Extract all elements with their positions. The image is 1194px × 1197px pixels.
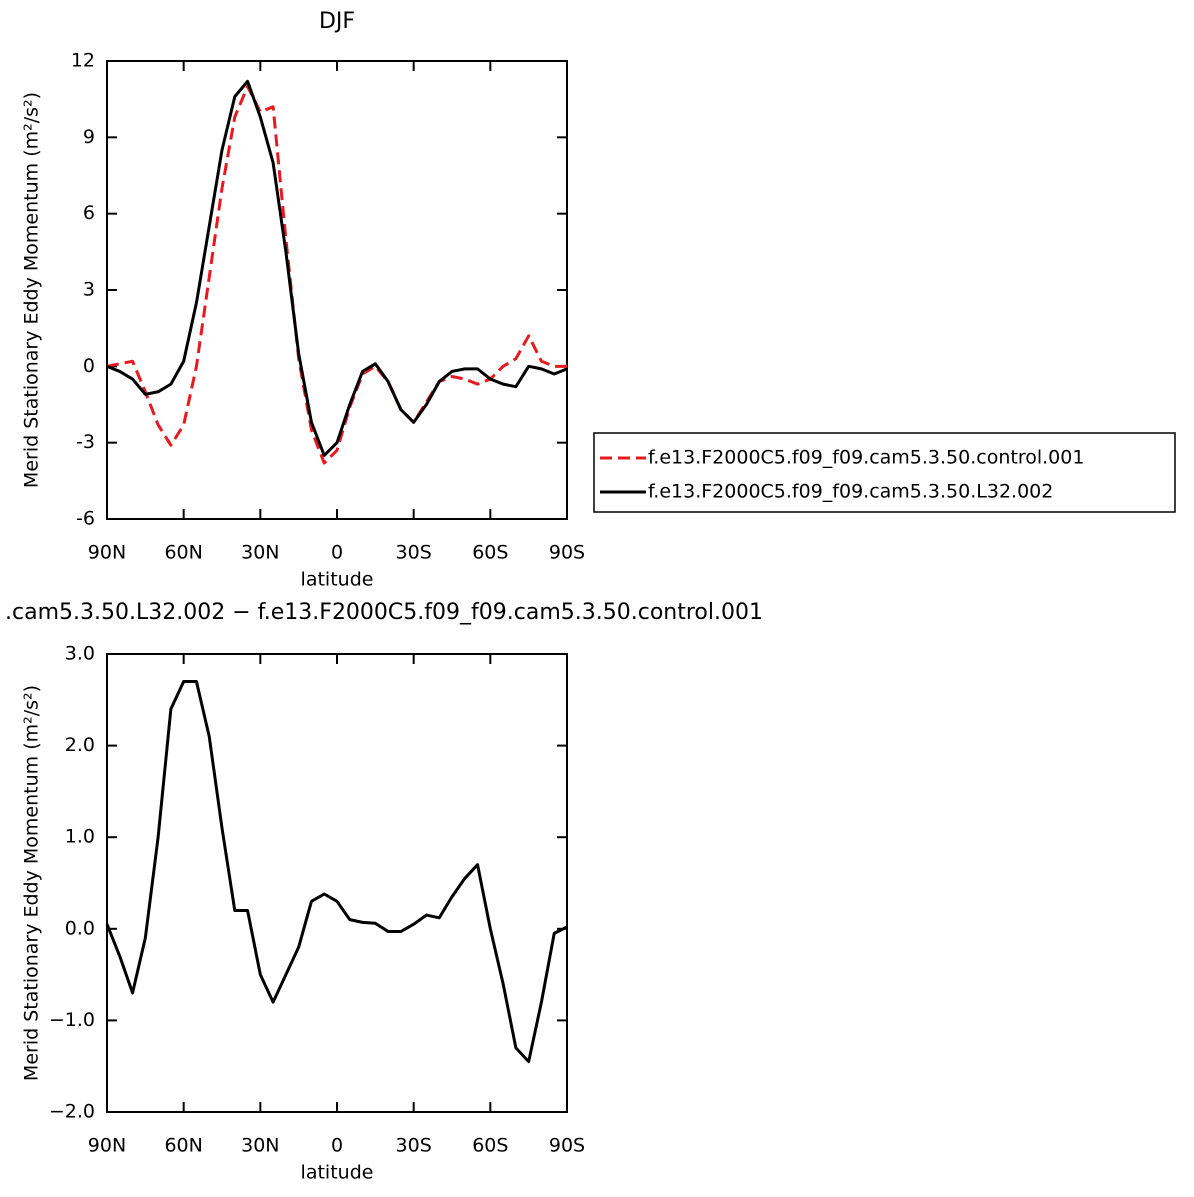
legend-label: f.e13.F2000C5.f09_f09.cam5.3.50.L32.002	[648, 481, 1053, 503]
x-axis-label: latitude	[301, 1162, 374, 1184]
legend-label: f.e13.F2000C5.f09_f09.cam5.3.50.control.…	[648, 447, 1084, 469]
y-tick-label: 3	[83, 279, 95, 301]
x-tick-label: 0	[331, 1135, 343, 1157]
y-tick-label: 12	[71, 50, 95, 72]
y-tick-label: 0.0	[65, 917, 95, 939]
x-tick-label: 90S	[549, 1135, 585, 1157]
plot-frame	[106, 653, 568, 1113]
x-tick-label: 30N	[241, 1135, 279, 1157]
y-tick-label: −2.0	[49, 1101, 95, 1123]
chart-title: .cam5.3.50.L32.002 − f.e13.F2000C5.f09_f…	[5, 600, 763, 625]
x-tick-label: 30N	[241, 542, 279, 564]
data-line	[106, 84, 567, 465]
x-tick-label: 90S	[549, 542, 585, 564]
y-tick-label: -6	[76, 508, 95, 530]
data-line	[106, 79, 568, 457]
y-tick-label: 3.0	[65, 643, 95, 665]
chart-title: DJF	[319, 9, 355, 34]
y-tick-label: 0	[83, 355, 95, 377]
x-tick-label: 90N	[88, 542, 126, 564]
y-tick-label: -3	[76, 431, 95, 453]
y-tick-label: 6	[83, 202, 95, 224]
y-tick-label: −1.0	[49, 1009, 95, 1031]
x-tick-label: 90N	[88, 1135, 126, 1157]
legend-box	[593, 432, 1176, 513]
y-tick-label: 1.0	[65, 826, 95, 848]
x-tick-label: 30S	[396, 542, 432, 564]
y-tick-label: 2.0	[65, 734, 95, 756]
y-tick-label: 9	[83, 126, 95, 148]
x-tick-label: 0	[331, 542, 343, 564]
y-axis-label: Merid Stationary Eddy Momentum (m²/s²)	[21, 92, 43, 488]
x-axis-label: latitude	[301, 569, 374, 591]
x-tick-label: 60N	[164, 542, 202, 564]
x-tick-label: 30S	[396, 1135, 432, 1157]
x-tick-label: 60N	[164, 1135, 202, 1157]
data-line	[105, 679, 568, 1064]
y-axis-label: Merid Stationary Eddy Momentum (m²/s²)	[21, 685, 43, 1081]
x-tick-label: 60S	[472, 542, 508, 564]
x-tick-label: 60S	[472, 1135, 508, 1157]
